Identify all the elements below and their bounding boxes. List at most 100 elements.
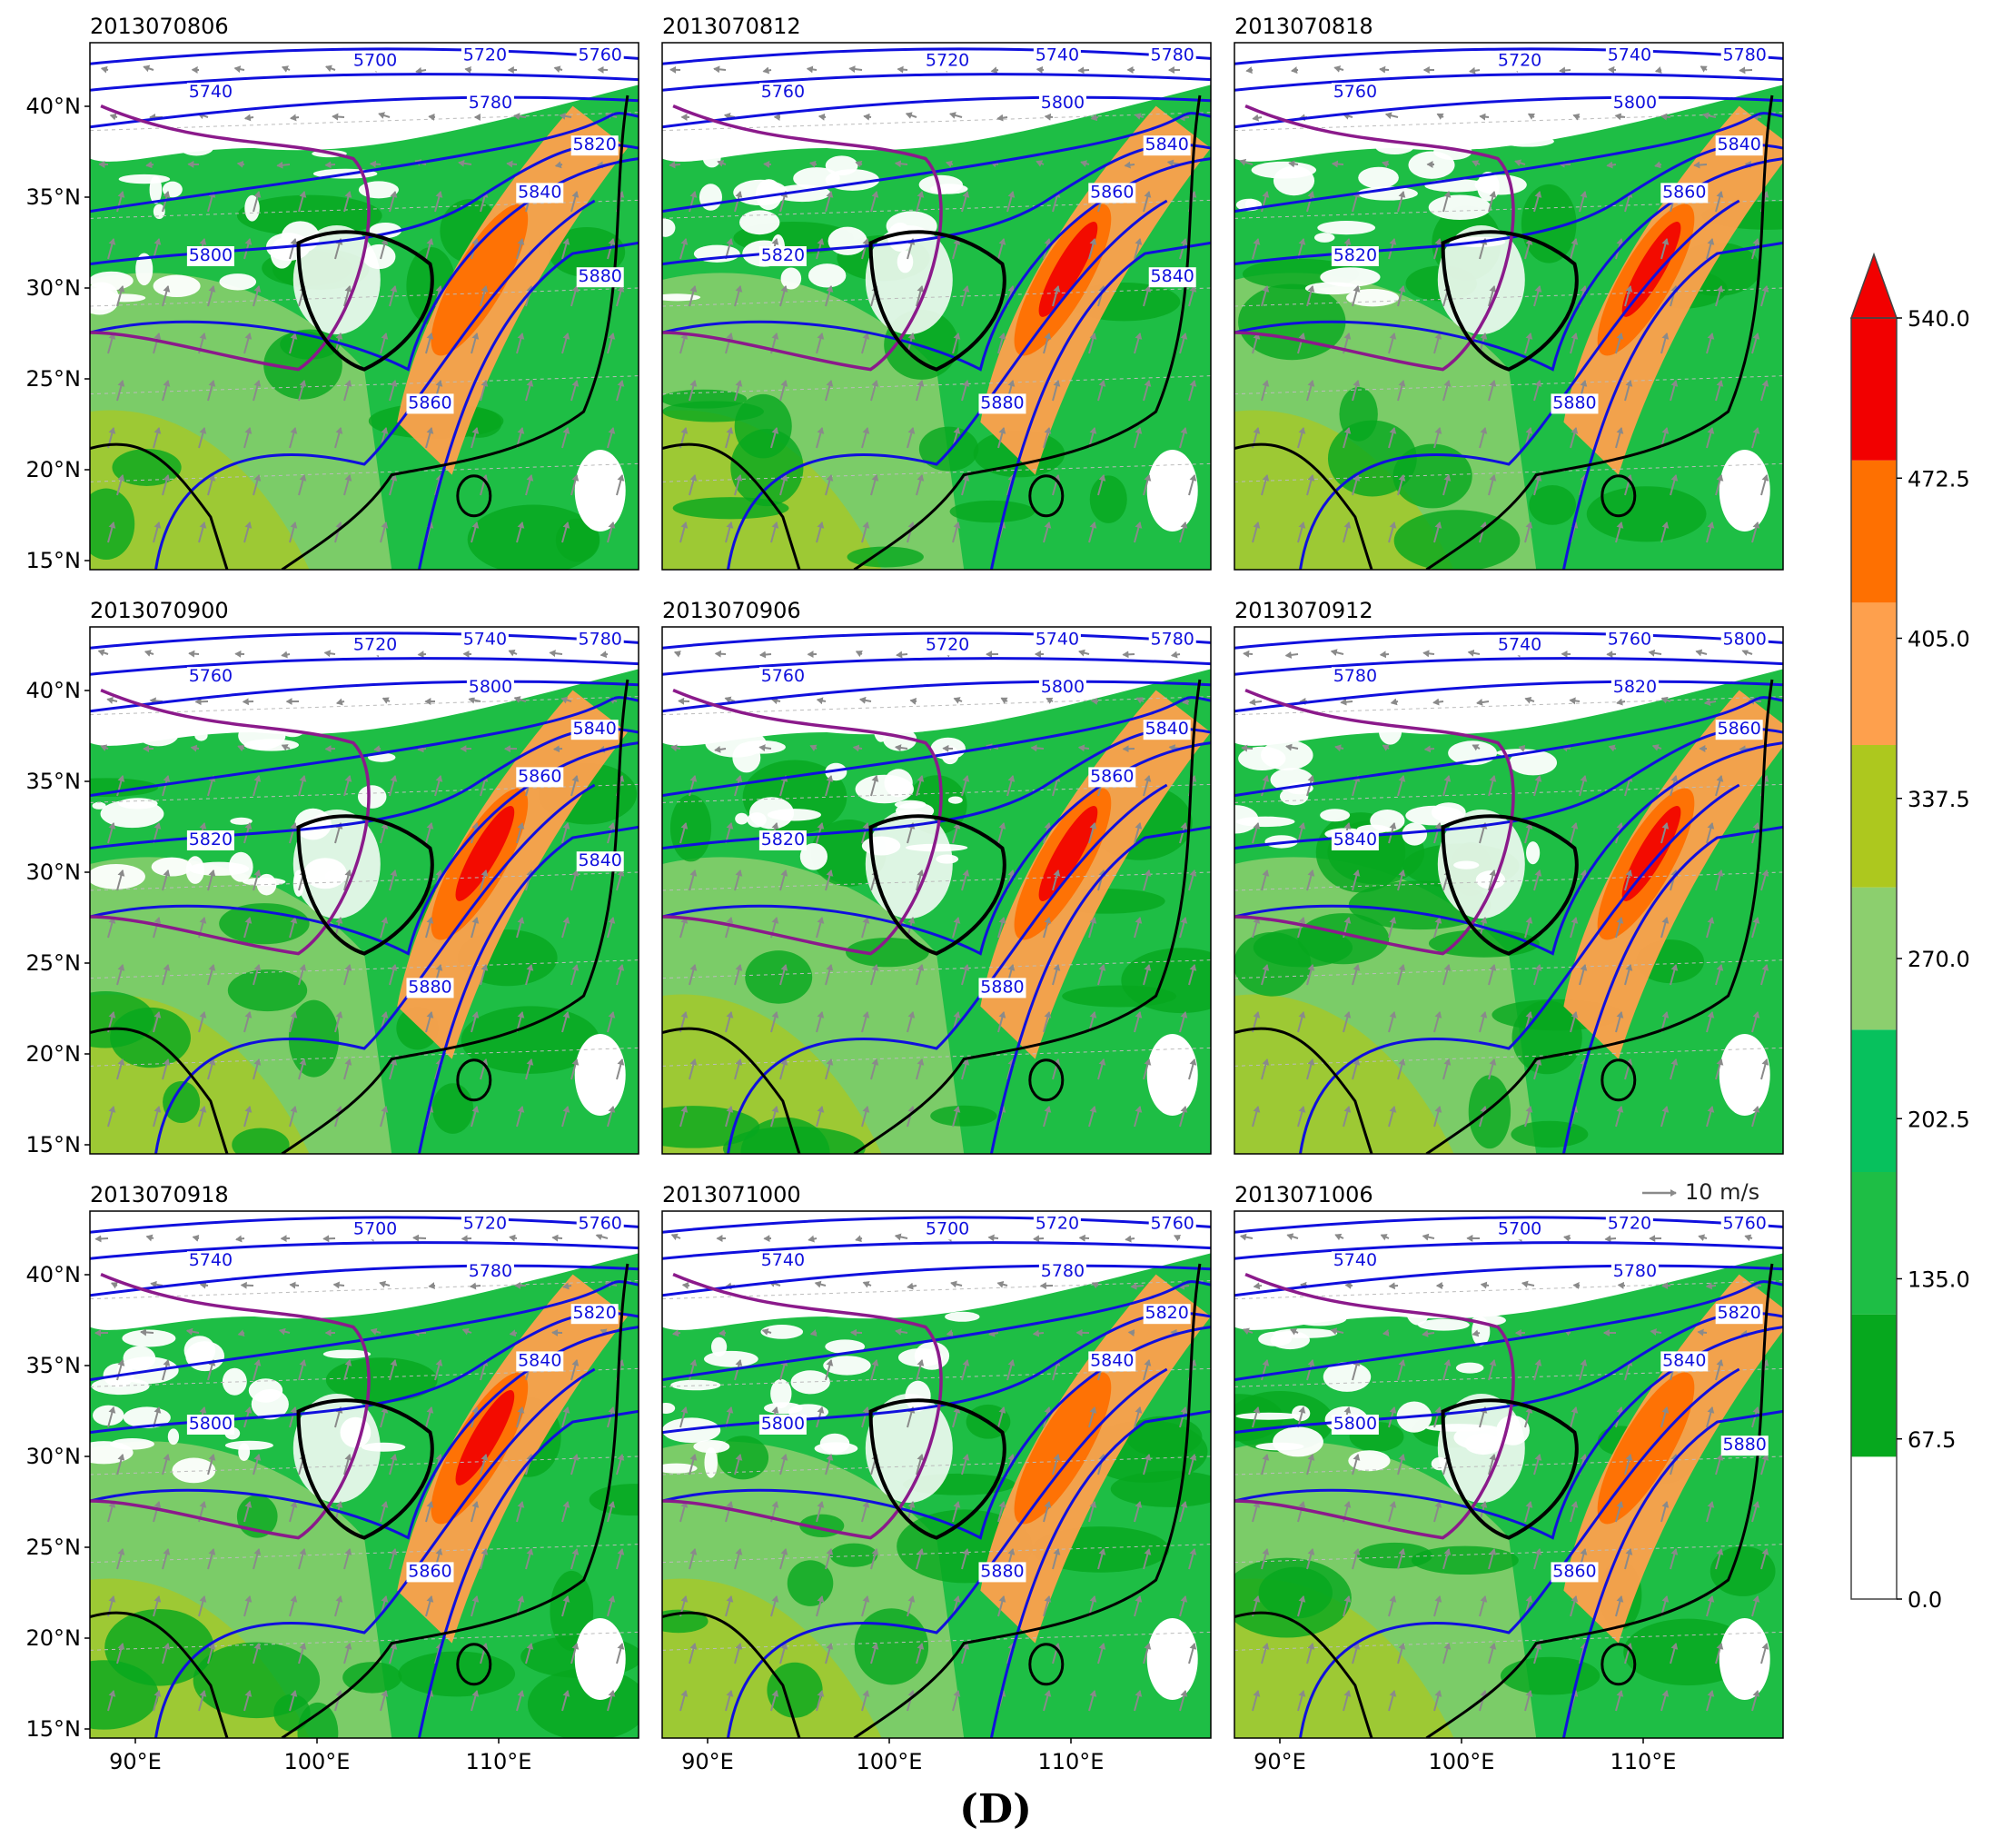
wind-arrow	[816, 1106, 825, 1128]
wind-arrow	[1706, 427, 1715, 449]
wind-arrow	[825, 285, 834, 307]
wind-arrow	[434, 1058, 443, 1080]
dry-patch	[1235, 816, 1295, 828]
dry-patch	[1719, 450, 1770, 532]
coastline	[281, 94, 629, 570]
precip-patch	[90, 488, 135, 560]
colorbar-extension	[1849, 252, 1898, 319]
contour-label-bg	[1033, 630, 1081, 651]
rain-max	[455, 1389, 515, 1485]
wind-arrow	[1670, 964, 1679, 986]
dry-patch	[90, 287, 119, 315]
lat-tick-label: 25°N	[26, 366, 82, 392]
wind-arrow	[616, 964, 625, 986]
wind-arrow	[389, 1548, 398, 1570]
wind-arrow	[1706, 822, 1715, 844]
precip-patch	[740, 1117, 830, 1154]
wind-arrow	[434, 191, 443, 213]
lon-tick-label: 100°E	[284, 1749, 351, 1774]
wind-arrow	[681, 1281, 690, 1289]
wind-arrow	[719, 1329, 727, 1337]
dry-patch	[224, 1440, 273, 1450]
wind-arrow	[997, 427, 1006, 449]
wind-arrow	[1241, 744, 1254, 752]
precip-patch	[163, 1081, 201, 1124]
contour-label: 5820	[761, 830, 805, 849]
dry-patch	[1273, 1426, 1323, 1457]
wind-arrow	[109, 113, 118, 121]
wind-arrow	[1033, 1235, 1045, 1243]
wind-arrow	[289, 1406, 298, 1428]
wind-arrow	[162, 775, 171, 797]
lat-tick-label: 25°N	[26, 950, 82, 976]
province-boundary	[296, 230, 434, 372]
wind-arrow	[1134, 113, 1145, 120]
contour-label: 5820	[573, 134, 617, 154]
plateau-boundary	[662, 688, 943, 956]
panel-frame	[1234, 626, 1784, 1155]
wind-arrow	[825, 775, 834, 797]
panel-frame	[89, 42, 639, 571]
wind-arrow	[916, 191, 925, 213]
wind-arrow	[1135, 697, 1145, 704]
wind-arrow	[281, 744, 291, 751]
wind-arrow	[952, 917, 961, 939]
wind-arrow	[253, 775, 262, 797]
wind-arrow	[897, 65, 908, 74]
contour-label: 5740	[1036, 45, 1079, 65]
contour-label: 5860	[518, 766, 561, 786]
wind-arrow	[207, 285, 216, 307]
contour-label: 5760	[579, 45, 622, 65]
wind-arrow	[289, 1595, 298, 1617]
wind-arrow	[425, 427, 434, 449]
hainan-island	[1028, 1058, 1065, 1102]
wind-arrow	[806, 65, 818, 74]
wind-arrow	[343, 775, 352, 797]
wind-arrow	[961, 775, 970, 797]
wind-arrow	[607, 333, 616, 354]
wind-arrow	[162, 964, 171, 986]
wind-arrow	[298, 964, 307, 986]
dry-patch	[733, 179, 788, 206]
wind-arrow	[153, 427, 162, 449]
wind-arrow	[894, 744, 908, 752]
wind-arrow	[1143, 191, 1152, 213]
dry-patch	[1509, 750, 1558, 776]
wind-arrow	[100, 65, 109, 74]
dry-patch	[1320, 809, 1351, 822]
wind-arrow	[779, 380, 788, 402]
wind-arrow	[461, 1327, 472, 1336]
wind-arrow	[1703, 699, 1717, 706]
contour-label-bg	[758, 83, 807, 104]
dry-patch	[1402, 822, 1428, 846]
contour-label: 5740	[463, 630, 507, 650]
wind-arrow	[1043, 333, 1052, 354]
wind-arrow	[144, 650, 154, 657]
wind-arrow	[1524, 522, 1533, 543]
wind-arrow	[162, 380, 171, 402]
wind-arrow	[281, 651, 291, 659]
wind-arrow	[1182, 698, 1190, 706]
dry-patch	[1437, 810, 1525, 919]
wind-arrow	[1660, 696, 1671, 704]
wind-arrow	[1052, 964, 1061, 986]
wind-arrow	[1569, 697, 1581, 705]
wind-arrow	[949, 112, 963, 119]
wind-arrow	[417, 745, 427, 753]
wind-arrow	[1006, 191, 1016, 213]
wind-arrow	[1615, 1011, 1624, 1033]
wind-arrow	[1134, 917, 1143, 939]
wind-arrow	[162, 1454, 171, 1475]
wind-arrow	[1343, 427, 1352, 449]
wind-arrow	[1188, 285, 1197, 307]
wind-arrow	[1006, 474, 1016, 496]
wind-arrow	[480, 1548, 489, 1570]
contour-label-bg	[461, 45, 509, 66]
precip-patch	[398, 1651, 516, 1697]
wind-arrow	[762, 66, 772, 75]
wind-arrow	[1249, 698, 1263, 706]
wind-arrow	[471, 522, 480, 543]
wind-arrow	[779, 191, 788, 213]
wind-arrow	[289, 238, 298, 260]
wind-arrow	[253, 285, 262, 307]
